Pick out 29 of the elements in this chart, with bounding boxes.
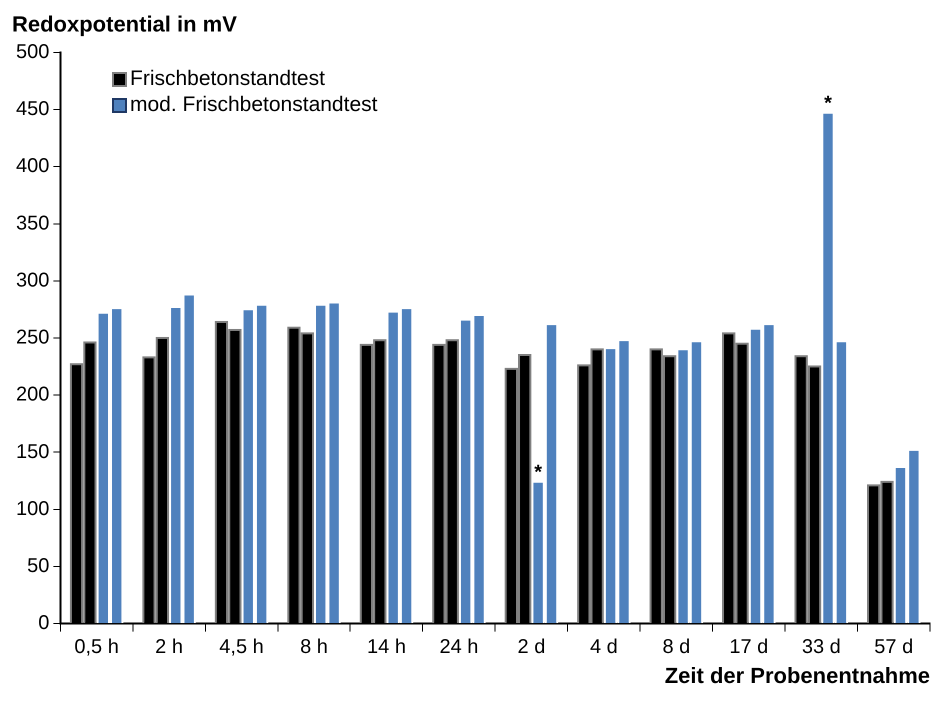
annotation: * [534,461,542,484]
x-axis-title: Zeit der Probenentnahme [664,662,930,688]
x-tick-label: 2 h [155,636,183,658]
x-tick-label: 8 h [300,636,328,658]
annotation: * [824,92,832,114]
x-tick-label: 57 d [874,636,914,658]
legend-label: mod. Frischbetonstandtest [130,92,378,118]
x-tick-label: 4,5 h [219,636,264,658]
y-tick-label: 300 [16,269,50,292]
y-tick-label: 400 [16,155,50,178]
y-tick-label: 50 [27,554,50,577]
x-tick-label: 33 d [802,636,841,658]
y-tick-label: 500 [16,40,50,63]
y-tick-label: 100 [16,498,50,520]
legend-label: Frischbetonstandtest [130,66,325,92]
x-tick-label: 24 h [439,636,478,658]
x-tick-label: 2 d [518,636,546,658]
y-tick-label: 450 [16,98,50,120]
x-tick-label: 4 d [590,636,618,658]
y-tick-label: 350 [16,212,50,234]
x-tick-label: 14 h [367,636,406,658]
x-tick-label: 8 d [662,636,690,658]
y-tick-label: 250 [16,326,50,349]
x-tick-label: 17 d [729,636,768,658]
y-tick-label: 200 [16,384,50,406]
y-tick-label: 0 [38,612,50,634]
x-tick-label: 0,5 h [74,636,119,658]
y-tick-label: 150 [16,440,50,463]
chart-title: Redoxpotential in mV [12,11,238,36]
